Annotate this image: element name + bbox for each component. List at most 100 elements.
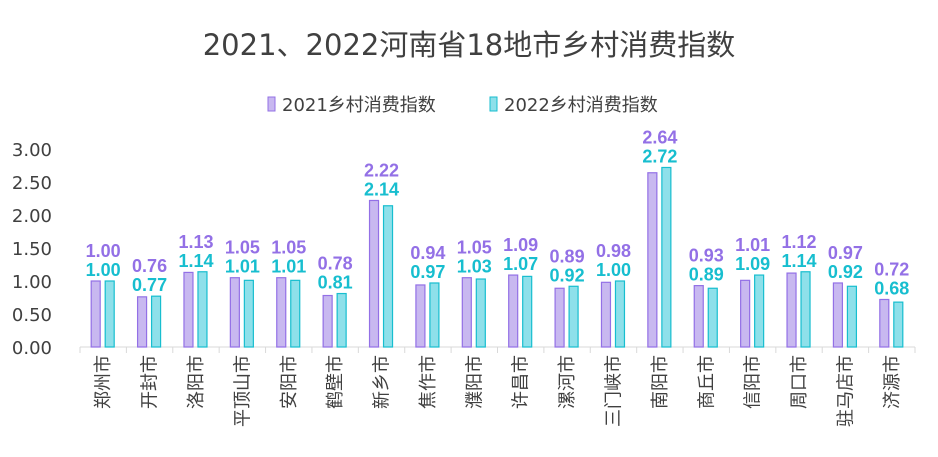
data-label: 2.72 [642,146,677,166]
y-tick-label: 0.50 [12,305,52,326]
bar [429,282,440,348]
data-label: 1.07 [503,254,538,274]
bar [754,274,765,348]
data-label: 0.72 [874,259,909,279]
x-tick-label: 安阳市 [279,355,300,409]
bar [600,281,612,348]
data-label: 0.77 [132,275,167,295]
data-label: 1.01 [735,235,770,255]
x-tick-label: 许昌市 [511,355,532,409]
bar [647,172,658,348]
bar [707,287,718,348]
data-label: 1.05 [457,238,492,258]
x-tick-label: 焦作市 [418,355,439,409]
legend-swatch [267,96,276,112]
data-label: 1.01 [271,257,306,277]
x-tick-label: 南阳市 [650,355,671,409]
bar [276,277,287,348]
bar [150,295,162,348]
bar [614,280,626,348]
chart-title: 2021、2022河南省18地市乡村消费指数 [203,28,736,62]
data-label: 1.12 [782,232,817,252]
data-label: 0.92 [828,262,863,282]
data-label: 2.14 [364,179,399,199]
bar [740,279,751,348]
bar [415,284,426,348]
bar [243,279,254,348]
bar [800,271,811,348]
data-label: 0.76 [132,256,167,276]
x-tick-label: 平顶山市 [232,355,253,427]
x-tick-label: 鹤壁市 [325,355,346,409]
bar [136,296,148,348]
bar [893,301,904,348]
legend-label: 2022乡村消费指数 [504,95,658,116]
bar [183,271,194,348]
bar [693,285,704,348]
data-label: 1.09 [735,254,770,274]
legend-label: 2021乡村消费指数 [282,95,436,116]
data-label: 1.00 [86,241,121,261]
bar [90,280,101,348]
bar [322,294,333,348]
x-tick-label: 新乡市 [372,355,393,409]
bar [368,199,380,348]
x-tick-label: 开封市 [140,355,161,409]
data-label: 0.97 [828,243,863,263]
y-tick-label: 1.50 [12,239,52,260]
data-label: 1.01 [225,257,260,277]
x-tick-label: 商丘市 [696,355,717,409]
bar [475,278,486,348]
y-tick-label: 3.00 [12,140,52,161]
bar [382,205,394,348]
bar [846,285,858,348]
bar [290,279,301,348]
data-label: 1.05 [271,238,306,258]
bar [879,298,890,348]
y-tick-label: 2.00 [12,206,52,227]
bar [568,285,579,348]
data-label: 1.14 [782,251,817,271]
bar [832,282,844,348]
bar [522,275,533,348]
data-label: 1.00 [86,260,121,280]
data-label: 0.98 [596,241,631,261]
x-tick-label: 驻马店市 [835,355,856,427]
data-label: 0.89 [689,265,724,285]
x-tick-label: 信阳市 [743,355,764,409]
y-tick-label: 1.00 [12,272,52,293]
data-label: 0.81 [318,273,353,293]
data-label: 1.03 [457,257,492,277]
data-label: 1.05 [225,238,260,258]
x-tick-label: 漯河市 [557,355,578,409]
bar [508,274,519,348]
data-label: 0.92 [550,265,585,285]
x-tick-label: 济源市 [882,355,903,409]
x-tick-label: 濮阳市 [464,355,485,409]
data-label: 1.13 [178,232,213,252]
bar [229,277,240,348]
y-tick-label: 2.50 [12,173,52,194]
data-label: 2.64 [642,127,677,147]
bar [461,277,472,348]
bar [554,287,565,348]
bar [104,280,115,348]
x-tick-label: 洛阳市 [186,355,207,409]
y-tick-label: 0.00 [12,338,52,359]
x-tick-label: 周口市 [789,355,810,409]
bar [336,292,347,348]
x-tick-label: 郑州市 [93,355,114,409]
data-label: 2.22 [364,160,399,180]
bar [197,271,208,348]
data-label: 0.89 [550,246,585,266]
data-label: 1.09 [503,235,538,255]
data-label: 1.00 [596,260,631,280]
data-label: 0.97 [410,262,445,282]
data-label: 0.68 [874,278,909,298]
data-label: 0.78 [318,254,353,274]
legend-swatch [489,96,498,112]
bar [661,166,672,348]
data-label: 0.94 [410,243,445,263]
